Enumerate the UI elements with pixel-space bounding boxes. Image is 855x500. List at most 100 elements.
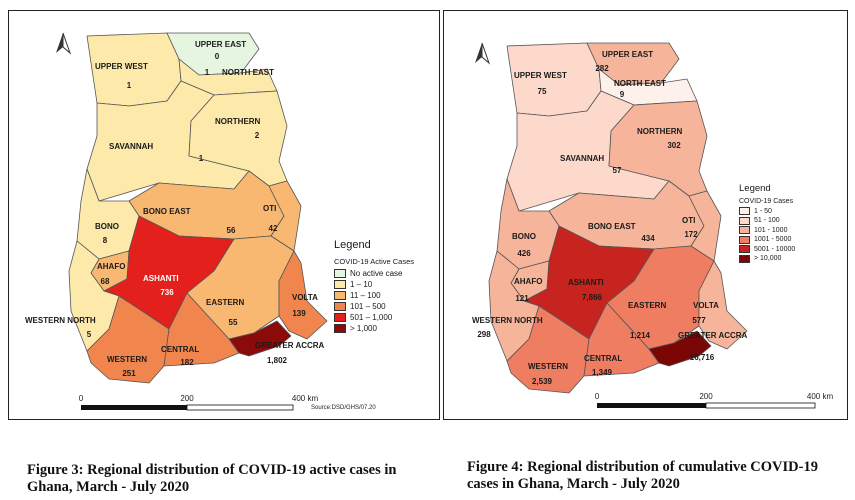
legend-item: 1 – 10 <box>334 280 414 289</box>
legend-subtitle: COVID-19 Cases <box>739 198 794 205</box>
region-volta[interactable] <box>698 260 748 350</box>
label-western: WESTERN <box>107 355 147 364</box>
north-arrow-icon <box>475 42 491 65</box>
value-bono-east: 434 <box>641 234 655 243</box>
region-western[interactable] <box>86 295 170 384</box>
legend-title: Legend <box>739 183 771 194</box>
legend-item-label: 101 - 1000 <box>754 226 788 234</box>
label-bono-east: BONO EAST <box>143 207 191 216</box>
label-ashanti: ASHANTI <box>143 274 179 283</box>
value-central: 182 <box>180 358 194 367</box>
legend-swatch <box>334 280 346 289</box>
value-upper-west: 75 <box>538 87 547 96</box>
value-eastern: 55 <box>229 318 238 327</box>
label-volta: VOLTA <box>292 293 318 302</box>
label-greater-accra: GREATER ACCRA <box>678 331 748 340</box>
label-ahafo: AHAFO <box>97 262 125 271</box>
legend-swatch <box>739 207 750 215</box>
label-upper-east: UPPER EAST <box>195 40 246 49</box>
ghana-map-active: UPPER EAST 0 UPPER WEST 1 NORTH EAST 1 N… <box>25 32 377 411</box>
value-savannah: 1 <box>199 154 204 163</box>
legend-swatch <box>739 254 750 263</box>
label-ahafo: AHAFO <box>514 277 542 286</box>
legend-active-cases: Legend COVID-19 Active Cases No active c… <box>334 239 414 335</box>
label-northern: NORTHERN <box>215 117 261 126</box>
value-greater-accra: 1,802 <box>267 356 288 365</box>
source-note: Source:DSD/GHS/07.20 <box>311 405 376 411</box>
legend-item-label: 1 - 50 <box>754 207 772 215</box>
label-ashanti: ASHANTI <box>568 278 604 287</box>
scale-bar: 0 200 400 km <box>595 392 834 409</box>
legend-item: 11 – 100 <box>334 291 414 300</box>
value-north-east: 1 <box>205 68 210 77</box>
legend-swatch <box>334 269 346 278</box>
label-north-east: NORTH EAST <box>614 79 666 88</box>
region-labels: UPPER EAST 282 UPPER WEST 75 NORTH EAST … <box>472 50 748 386</box>
value-central: 1,349 <box>592 368 613 377</box>
scale-bar: 0 200 400 km Source:DSD/GHS/07.20 <box>79 394 377 411</box>
label-oti: OTI <box>682 216 695 225</box>
value-western: 2,539 <box>532 377 553 386</box>
region-greater-accra[interactable] <box>228 320 292 357</box>
scale-end-label: 400 km <box>292 394 319 403</box>
label-upper-east: UPPER EAST <box>602 50 653 59</box>
region-greater-accra[interactable] <box>648 330 712 367</box>
scale-start-label: 0 <box>595 392 600 401</box>
label-central: CENTRAL <box>584 354 622 363</box>
value-ashanti: 7,866 <box>582 293 603 302</box>
legend-swatch <box>334 302 346 311</box>
region-eastern[interactable] <box>606 245 715 350</box>
label-savannah: SAVANNAH <box>109 142 153 151</box>
label-western-north: WESTERN NORTH <box>472 316 543 325</box>
value-eastern: 1,214 <box>630 331 651 340</box>
value-western: 251 <box>122 369 136 378</box>
legend-swatch <box>334 291 346 300</box>
legend-swatch <box>739 216 750 225</box>
label-upper-west: UPPER WEST <box>95 62 148 71</box>
legend-subtitle: COVID-19 Active Cases <box>334 257 415 266</box>
legend-item-label: 1 – 10 <box>350 280 373 289</box>
region-eastern[interactable] <box>186 235 295 340</box>
value-northern: 302 <box>667 141 681 150</box>
label-eastern: EASTERN <box>206 298 244 307</box>
legend-item-label: 51 - 100 <box>754 217 780 224</box>
legend-swatch <box>334 313 346 322</box>
figure-3-caption: Figure 3: Regional distribution of COVID… <box>27 462 397 495</box>
value-oti: 172 <box>684 230 698 239</box>
legend-item-label: > 1,000 <box>350 324 377 333</box>
value-northern: 2 <box>255 131 260 140</box>
value-upper-east: 282 <box>595 64 609 73</box>
map-panel-cumulative-cases: UPPER EAST 282 UPPER WEST 75 NORTH EAST … <box>443 10 848 420</box>
legend-item: 101 - 1000 <box>739 226 795 234</box>
label-oti: OTI <box>263 204 276 213</box>
value-bono: 8 <box>103 236 108 245</box>
legend-item: 1001 - 5000 <box>739 235 795 244</box>
value-upper-east: 0 <box>215 52 220 61</box>
legend-item: 1 - 50 <box>739 207 795 215</box>
value-western-north: 298 <box>477 330 491 339</box>
map-panel-active-cases: UPPER EAST 0 UPPER WEST 1 NORTH EAST 1 N… <box>8 10 440 420</box>
legend-item-label: No active case <box>350 269 403 278</box>
legend-item: 101 – 500 <box>334 302 414 311</box>
label-bono: BONO <box>95 222 119 231</box>
legend-item-label: > 10,000 <box>754 255 782 262</box>
label-western: WESTERN <box>528 362 568 371</box>
legend-item: > 10,000 <box>739 254 795 263</box>
scale-end-label: 400 km <box>807 392 834 401</box>
value-greater-accra: 16,716 <box>690 353 715 362</box>
region-volta[interactable] <box>278 250 328 340</box>
value-oti: 42 <box>269 224 278 233</box>
scale-mid-label: 200 <box>699 392 713 401</box>
legend-title: Legend <box>334 239 371 251</box>
legend-item-label: 101 – 500 <box>350 302 386 311</box>
value-volta: 139 <box>292 309 306 318</box>
figure-4-caption: Figure 4: Regional distribution of cumul… <box>467 459 818 492</box>
value-volta: 577 <box>692 316 706 325</box>
value-north-east: 9 <box>620 90 625 99</box>
value-ahafo: 68 <box>101 277 110 286</box>
value-bono-east: 56 <box>227 226 236 235</box>
legend-item: No active case <box>334 269 414 278</box>
value-savannah: 57 <box>613 166 622 175</box>
label-bono-east: BONO EAST <box>588 222 636 231</box>
region-western[interactable] <box>506 305 590 394</box>
